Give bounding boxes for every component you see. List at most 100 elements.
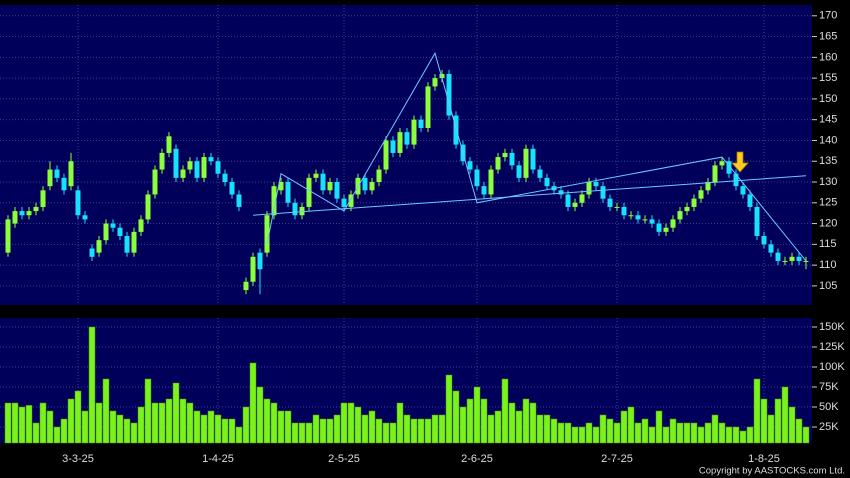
volume-bar	[270, 402, 278, 444]
candle-body	[103, 223, 109, 241]
volume-bar	[641, 418, 649, 444]
candle-body	[208, 157, 214, 162]
candle-body	[747, 194, 753, 207]
volume-bar	[571, 426, 579, 444]
volume-bar	[235, 426, 243, 444]
volume-bar	[361, 414, 369, 444]
trend-line	[252, 175, 807, 216]
volume-bar	[95, 402, 103, 444]
candle-body	[124, 236, 130, 253]
candle-body	[502, 152, 508, 158]
candle-body	[677, 211, 683, 220]
candle-body	[586, 182, 592, 195]
volume-bar	[697, 426, 705, 444]
volume-bar	[389, 422, 397, 444]
candle-body	[229, 182, 235, 195]
candle-body	[138, 219, 144, 232]
candle-body	[145, 194, 151, 220]
volume-bar	[326, 418, 334, 444]
candle-body	[404, 132, 410, 145]
candle-body	[12, 211, 18, 224]
volume-bar	[46, 410, 54, 444]
candle-body	[467, 161, 473, 170]
volume-bar	[403, 414, 411, 444]
candle-body	[75, 190, 81, 216]
y-tick-label: 115	[819, 238, 837, 250]
y-tick-label: 170	[819, 10, 837, 22]
candle-body	[320, 173, 326, 191]
volume-bar	[291, 422, 299, 444]
candle-body	[313, 173, 319, 178]
y-tick-label: 25K	[819, 421, 839, 433]
candle-body	[614, 206, 620, 208]
candle-body	[642, 219, 648, 221]
candle-body	[243, 281, 249, 291]
volume-bar	[704, 422, 712, 444]
volume-bar	[466, 398, 474, 444]
candle-body	[96, 240, 102, 253]
candle-body	[530, 148, 536, 170]
volume-bar	[214, 414, 222, 444]
volume-bar	[18, 406, 26, 444]
candle-body	[516, 165, 522, 178]
volume-bar	[25, 405, 33, 444]
candle-body	[285, 182, 291, 203]
volume-bar	[718, 422, 726, 444]
candle-body	[390, 140, 396, 153]
candle-body	[166, 136, 172, 153]
candle-body	[495, 157, 501, 170]
volume-bar	[81, 410, 89, 444]
candle-body	[222, 173, 228, 183]
volume-bar	[788, 406, 796, 444]
volume-bar	[613, 422, 621, 444]
volume-bar	[648, 426, 656, 444]
candle-body	[691, 198, 697, 207]
volume-bar	[298, 422, 306, 444]
volume-bar	[137, 406, 145, 444]
volume-bar	[347, 402, 355, 444]
candle-body	[768, 244, 774, 253]
volume-bar	[74, 390, 82, 444]
candle-body	[544, 177, 550, 187]
candle-body	[383, 140, 389, 170]
volume-bar	[802, 426, 810, 444]
y-tick-label: 155	[819, 72, 837, 84]
volume-bar	[746, 426, 754, 444]
candle-body	[754, 206, 760, 237]
candle-body	[621, 206, 627, 216]
volume-bar	[690, 422, 698, 444]
volume-bar	[599, 414, 607, 444]
volume-bar	[284, 410, 292, 444]
volume-bar	[732, 426, 740, 444]
volume-bar	[193, 410, 201, 444]
candle-body	[572, 202, 578, 207]
volume-bar	[501, 378, 509, 444]
signal-arrow	[731, 151, 749, 173]
x-tick-label: 2-6-25	[461, 453, 493, 465]
volume-bar	[480, 398, 488, 444]
volume-bar	[781, 386, 789, 444]
volume-bar	[543, 414, 551, 444]
candle-body	[341, 198, 347, 207]
volume-bar	[88, 326, 96, 444]
candle-body	[369, 182, 375, 191]
volume-bar	[4, 402, 12, 444]
y-tick-label: 120	[819, 217, 837, 229]
volume-bar	[529, 402, 537, 444]
candle-body	[236, 194, 242, 207]
volume-bar	[550, 418, 558, 444]
x-tick-label: 1-4-25	[202, 453, 234, 465]
volume-bar	[767, 414, 775, 444]
volume-bar	[515, 410, 523, 444]
candle-body	[789, 256, 795, 261]
candle-body	[33, 206, 39, 212]
volume-bar	[53, 426, 61, 444]
candle-body	[600, 186, 606, 199]
volume-bar	[473, 386, 481, 444]
candle-body	[705, 182, 711, 191]
volume-bar	[760, 398, 768, 444]
y-tick-label: 50K	[819, 401, 839, 413]
y-tick-label: 130	[819, 176, 837, 188]
volume-bar	[494, 410, 502, 444]
volume-bar	[186, 402, 194, 444]
